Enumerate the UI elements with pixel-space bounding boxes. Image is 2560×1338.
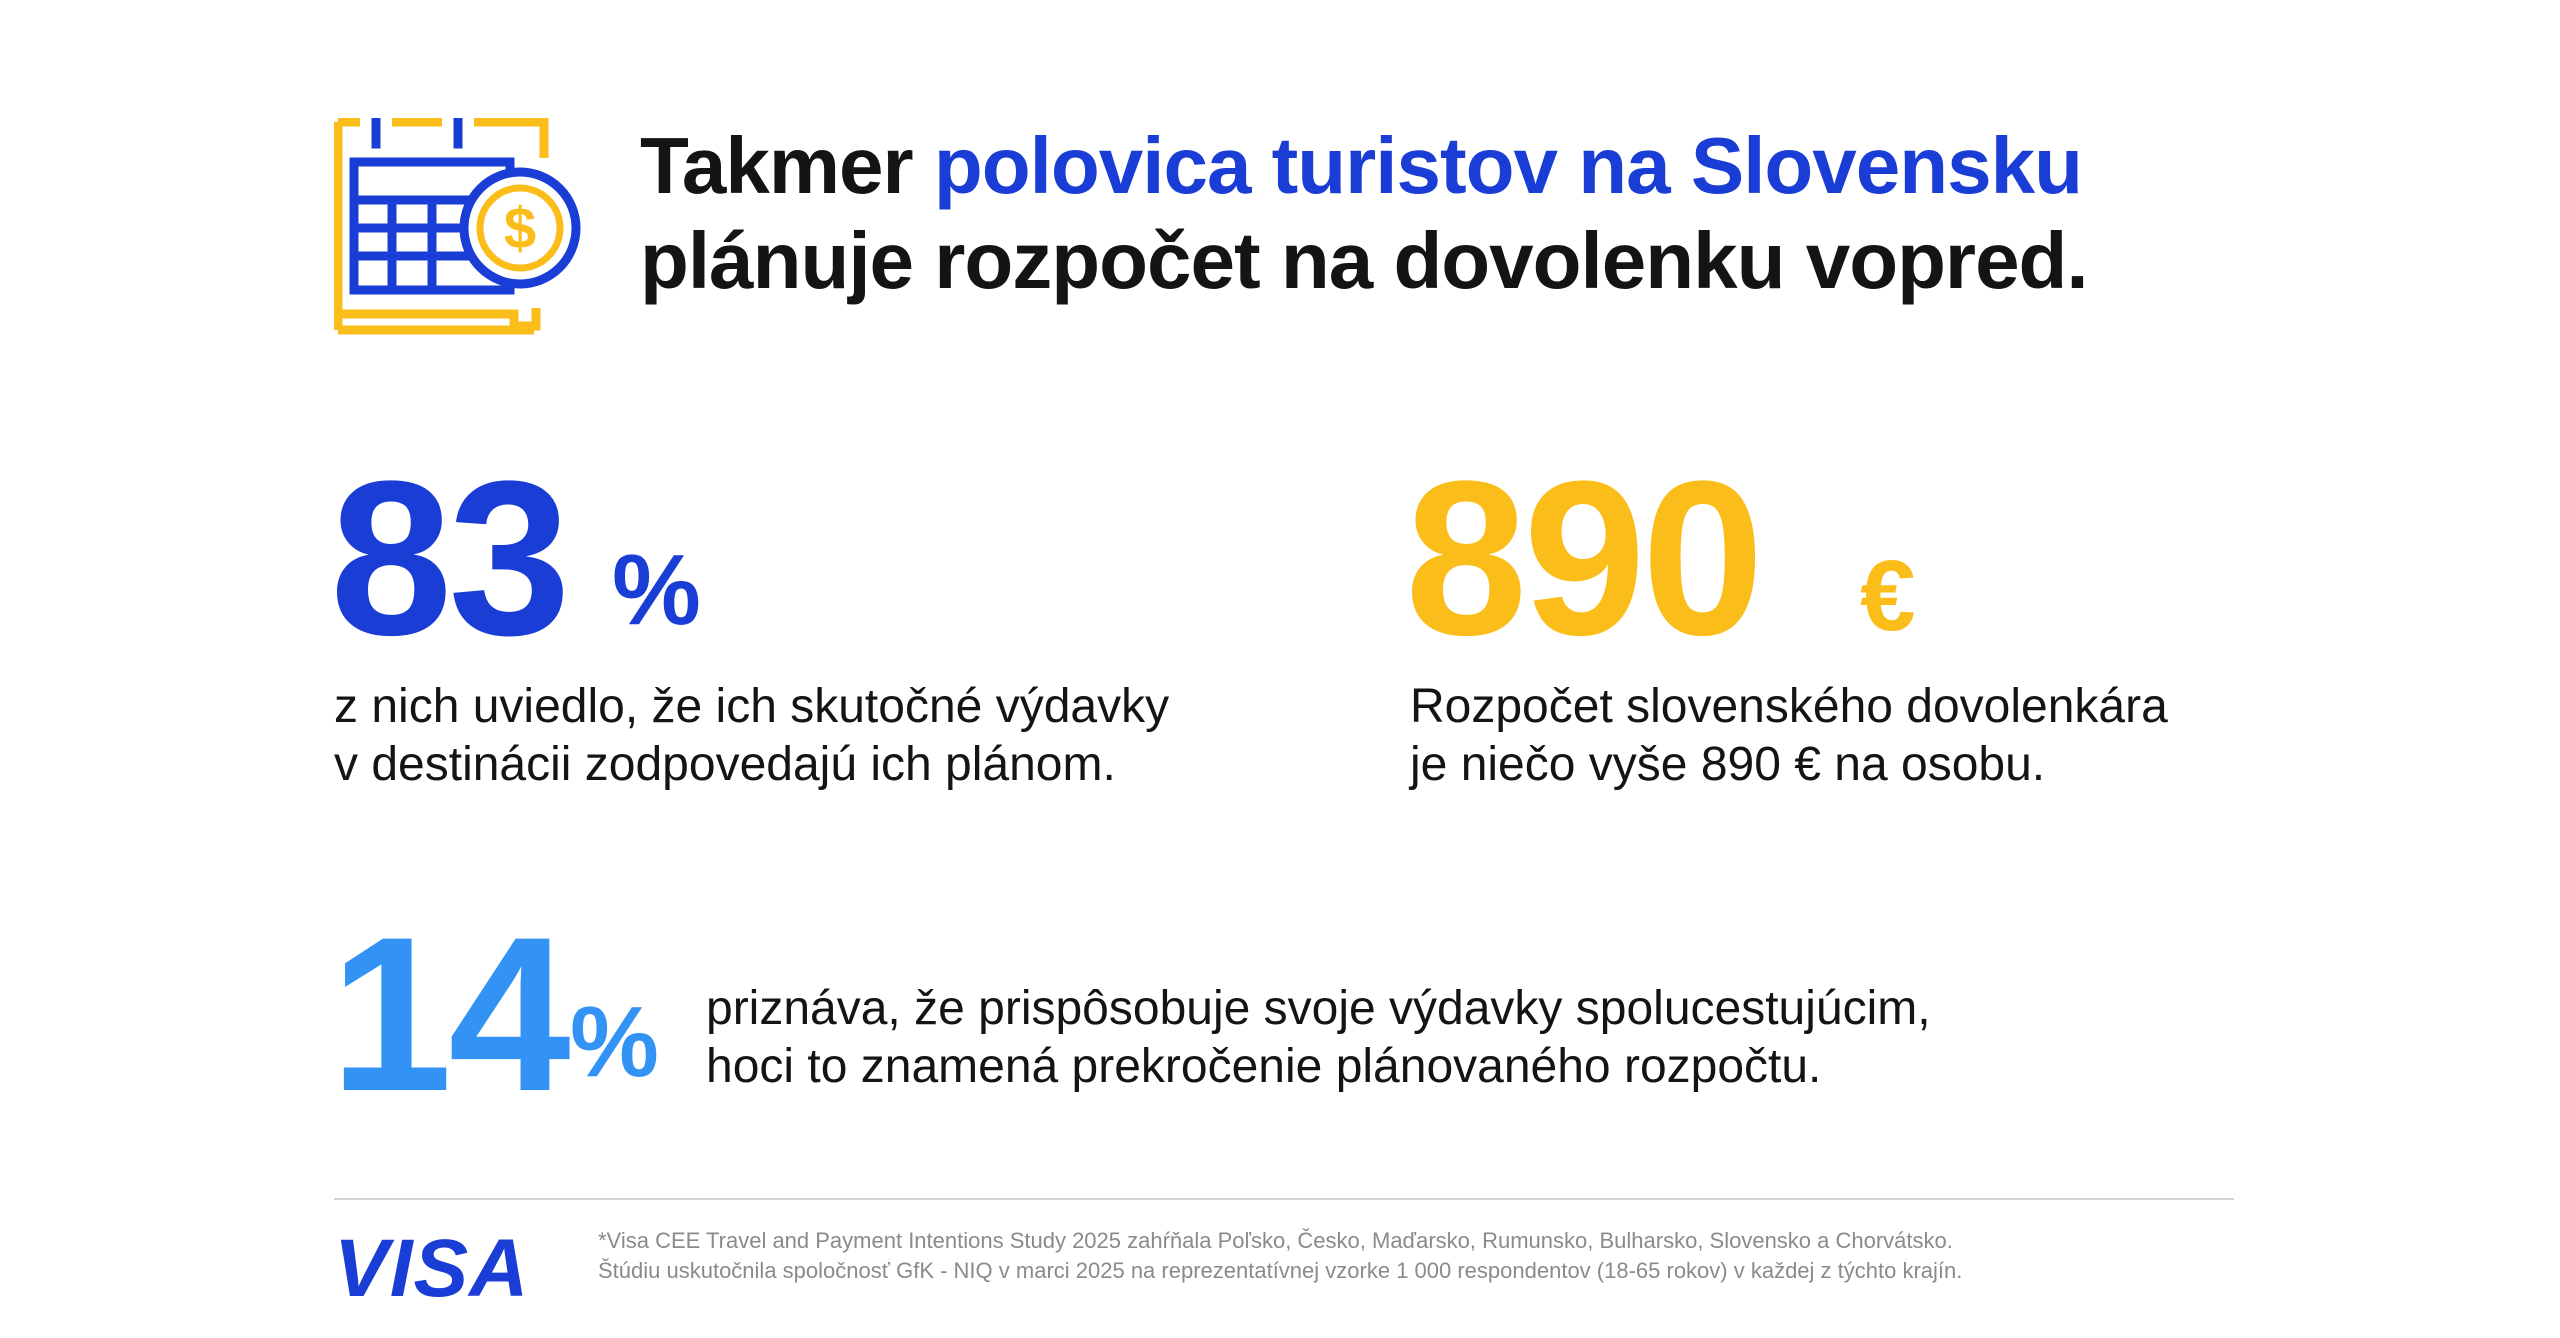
footnote-line1: *Visa CEE Travel and Payment Intentions … [598, 1228, 1953, 1253]
stat-83-unit: % [612, 534, 701, 646]
stat-14-desc-line2: hoci to znamená prekročenie plánovaného … [706, 1040, 1822, 1093]
stat-890-desc-line1: Rozpočet slovenského dovolenkára [1410, 680, 2168, 733]
headline: Takmer polovica turistov na Slovensku pl… [640, 118, 2089, 308]
headline-plain: Takmer [640, 121, 934, 210]
stat-83-value: 83 [330, 435, 571, 681]
stat-14-value: 14 [330, 891, 571, 1137]
stat-83-desc-line2: v destinácii zodpovedajú ich plánom. [334, 738, 1116, 791]
stat-890-value: 890 [1405, 435, 1764, 681]
stat-14-unit: % [570, 986, 659, 1098]
stat-83-description: z nich uviedlo, že ich skutočné výdavky … [334, 678, 1169, 794]
footnote: *Visa CEE Travel and Payment Intentions … [598, 1226, 1962, 1286]
stat-890-unit: € [1860, 540, 1916, 652]
stat-14-desc-line1: priznáva, že prispôsobuje svoje výdavky … [706, 982, 1931, 1035]
visa-logo: VISA [334, 1223, 530, 1314]
stat-890-desc-line2: je niečo vyše 890 € na osobu. [1410, 738, 2046, 791]
svg-text:$: $ [504, 196, 536, 261]
stat-83-desc-line1: z nich uviedlo, že ich skutočné výdavky [334, 680, 1170, 733]
footnote-line2: Štúdiu uskutočnila spoločnosť GfK - NIQ … [598, 1258, 1963, 1283]
headline-line2: plánuje rozpočet na dovolenku vopred. [640, 216, 2089, 305]
stat-14-description: priznáva, že prispôsobuje svoje výdavky … [706, 980, 1931, 1096]
calendar-dollar-icon: $ [334, 118, 581, 335]
headline-accent: polovica turistov na Slovensku [933, 121, 2083, 210]
footer-divider [334, 1198, 2234, 1200]
headline-line1: Takmer polovica turistov na Slovensku [640, 121, 2083, 210]
stat-890-description: Rozpočet slovenského dovolenkára je nieč… [1410, 678, 2168, 794]
